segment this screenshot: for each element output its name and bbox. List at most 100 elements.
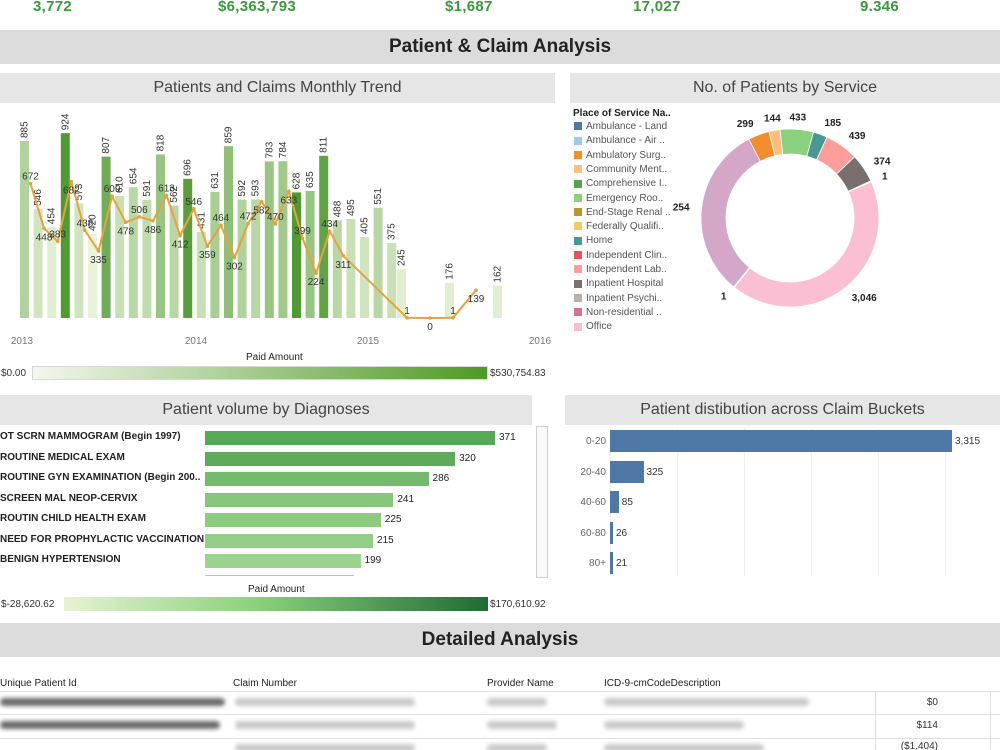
diagnosis-bar[interactable] (205, 431, 495, 445)
trend-bar[interactable] (60, 133, 70, 318)
trend-bar[interactable] (292, 192, 301, 318)
service-legend-item[interactable]: Home (574, 235, 613, 249)
trend-bar[interactable] (237, 199, 247, 318)
col-header-patient-id[interactable]: Unique Patient Id (0, 678, 77, 689)
trend-line-point[interactable] (28, 181, 33, 186)
trend-bar[interactable] (142, 199, 152, 318)
bucket-gridline (744, 428, 745, 576)
service-legend-item[interactable]: Independent Lab.. (574, 264, 667, 278)
service-legend-item[interactable]: Office (574, 321, 612, 335)
trend-bar[interactable] (397, 269, 406, 318)
trend-bar[interactable] (128, 187, 138, 318)
diagnoses-chart[interactable]: OT SCRN MAMMOGRAM (Begin 1997) 371 ROUTINE… (0, 426, 550, 576)
service-legend-item[interactable]: Federally Qualifi.. (574, 221, 664, 235)
trend-line-point[interactable] (178, 233, 182, 238)
trend-bar[interactable] (169, 205, 179, 318)
trend-bar[interactable] (74, 203, 84, 318)
diagnosis-bar[interactable] (205, 492, 394, 507)
trend-bar[interactable] (332, 220, 342, 318)
service-legend-item[interactable]: Comprehensive I.. (574, 178, 667, 192)
trend-bar[interactable] (20, 141, 29, 318)
trend-bar[interactable] (493, 285, 502, 318)
trend-line-point[interactable] (314, 271, 318, 275)
trend-line-point[interactable] (341, 254, 346, 258)
trend-line-point[interactable] (246, 221, 250, 226)
trend-line-point[interactable] (428, 316, 432, 320)
service-legend-item[interactable]: Inpatient Hospital (574, 278, 663, 292)
trend-bar[interactable] (88, 234, 97, 318)
diagnosis-bar[interactable] (205, 472, 429, 486)
col-header-icd[interactable]: ICD-9-cmCodeDescription (604, 678, 721, 689)
trend-bar[interactable] (373, 207, 383, 318)
trend-chart[interactable]: 8855464549245734208076106545918185626964… (0, 106, 560, 352)
service-legend-item[interactable]: Independent Clin.. (574, 250, 667, 264)
col-header-provider[interactable]: Provider Name (487, 678, 554, 689)
service-legend-item[interactable]: Non-residential .. (574, 307, 662, 321)
trend-bar[interactable] (47, 227, 57, 318)
trend-bar[interactable] (33, 208, 43, 318)
service-legend-item[interactable]: Ambulance - Land (574, 121, 667, 135)
trend-line-point[interactable] (451, 316, 455, 320)
trend-bar[interactable] (278, 161, 288, 318)
diagnosis-bar[interactable] (205, 451, 456, 466)
service-legend-item[interactable]: Emergency Roo.. (574, 193, 663, 207)
trend-bar[interactable] (210, 191, 220, 318)
service-legend-item[interactable]: Community Ment.. (574, 164, 667, 178)
col-header-claim-number[interactable]: Claim Number (233, 678, 297, 689)
bucket-bar[interactable] (610, 460, 644, 483)
trend-bar[interactable] (196, 231, 206, 318)
trend-line-point[interactable] (42, 226, 46, 231)
trend-line-point[interactable] (151, 219, 155, 223)
trend-line-point[interactable] (191, 207, 196, 211)
bucket-bar[interactable] (610, 552, 613, 574)
trend-line[interactable] (29, 181, 477, 320)
trend-line-point[interactable] (287, 189, 291, 194)
trend-bar[interactable] (115, 196, 125, 318)
trend-bar[interactable] (156, 154, 165, 318)
trend-bar[interactable] (251, 199, 261, 318)
trend-bar[interactable] (101, 156, 111, 318)
trend-line-point[interactable] (219, 223, 223, 227)
service-donut-chart[interactable]: 299 144 433 185 439 374 1 3,046 1 2,254 (672, 112, 1000, 324)
trend-line-point[interactable] (110, 194, 114, 198)
trend-line-label: 546 (185, 197, 202, 208)
service-legend-item[interactable]: Ambulatory Surg.. (574, 150, 666, 164)
trend-line-point[interactable] (55, 239, 60, 244)
service-legend-item[interactable]: End-Stage Renal .. (574, 207, 671, 221)
trend-bar[interactable] (183, 178, 193, 318)
donut-slice[interactable] (733, 181, 880, 308)
trend-line-point[interactable] (405, 316, 409, 320)
trend-line-point[interactable] (123, 220, 128, 225)
trend-bar[interactable] (305, 191, 315, 318)
bucket-bar[interactable] (610, 430, 952, 452)
trend-line-point[interactable] (69, 179, 74, 184)
trend-bar[interactable] (445, 282, 454, 318)
bucket-bar[interactable] (610, 521, 613, 544)
trend-line-point[interactable] (232, 255, 237, 260)
trend-bar[interactable] (319, 155, 329, 318)
diagnosis-bar[interactable] (205, 533, 374, 548)
trend-bar[interactable] (264, 161, 274, 318)
trend-line-label: 682 (63, 186, 80, 197)
trend-bar[interactable] (346, 219, 356, 318)
diagnosis-bar[interactable] (205, 513, 381, 527)
bucket-bar[interactable] (610, 491, 619, 513)
trend-line-point[interactable] (164, 193, 169, 198)
trend-line-point[interactable] (300, 236, 305, 240)
donut-slice[interactable] (700, 138, 761, 288)
trend-line-point[interactable] (259, 199, 264, 204)
diagnoses-scrollbar[interactable] (536, 426, 548, 578)
trend-line-point[interactable] (83, 228, 87, 233)
trend-line-point[interactable] (205, 244, 210, 248)
trend-bar[interactable] (224, 146, 233, 318)
service-legend-item[interactable]: Inpatient Psychi.. (574, 293, 662, 307)
diagnosis-bar[interactable] (205, 574, 354, 576)
trend-line-point[interactable] (96, 249, 101, 253)
trend-line-point[interactable] (137, 215, 142, 219)
service-legend-item[interactable]: Ambulance - Air .. (574, 135, 665, 149)
trend-line-point[interactable] (327, 229, 332, 233)
trend-bar[interactable] (387, 243, 397, 318)
trend-line-point[interactable] (273, 222, 278, 226)
trend-line-point[interactable] (474, 288, 478, 292)
diagnosis-bar[interactable] (205, 554, 361, 568)
